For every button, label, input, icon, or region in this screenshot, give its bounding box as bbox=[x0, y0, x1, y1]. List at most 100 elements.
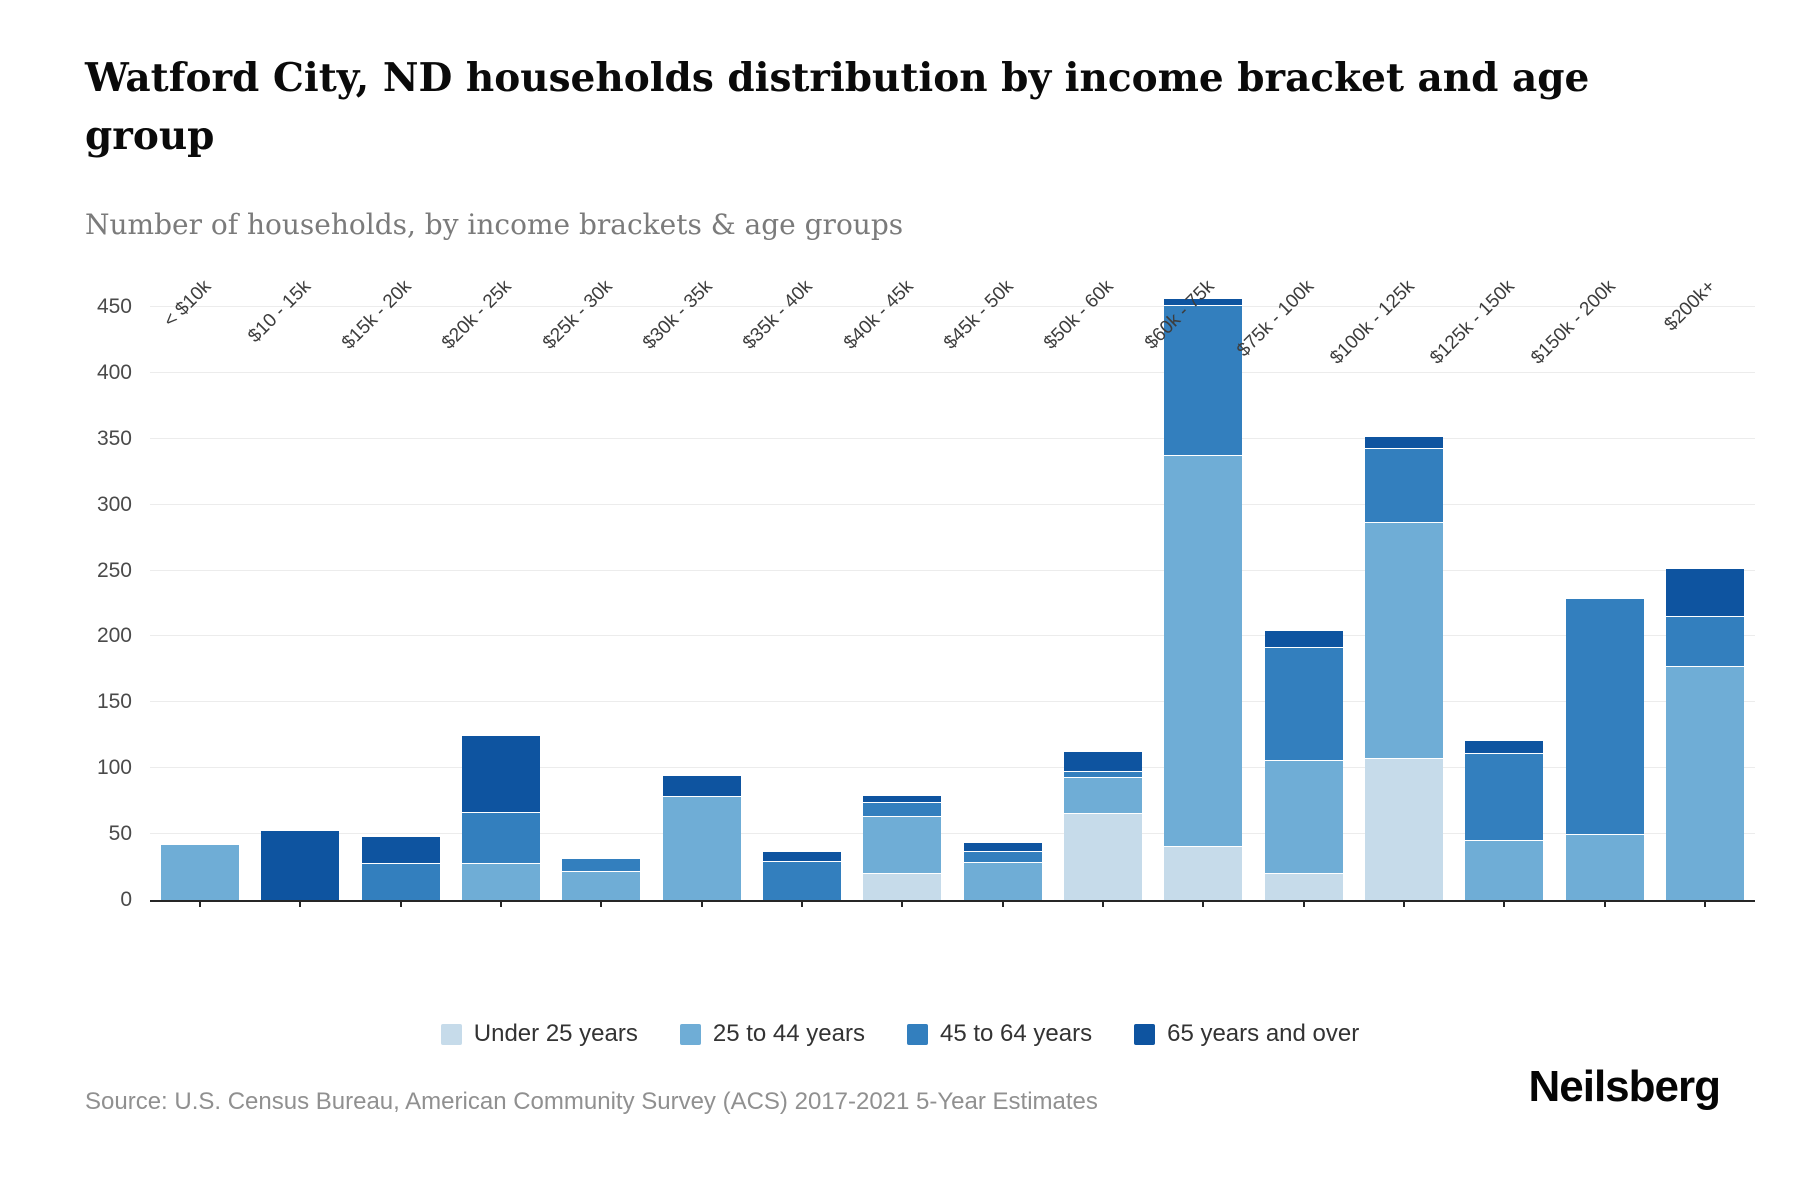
x-axis-tick bbox=[1402, 900, 1405, 907]
bar-segment[interactable] bbox=[1364, 523, 1443, 759]
page-title: Watford City, ND households distribution… bbox=[85, 55, 1590, 159]
bar-stack[interactable] bbox=[963, 842, 1042, 900]
bar-stack[interactable] bbox=[462, 735, 541, 900]
bar-slot: $100k - 125k bbox=[1326, 260, 1454, 907]
bar-stack[interactable] bbox=[1364, 437, 1443, 900]
bar-segment[interactable] bbox=[1364, 448, 1443, 524]
x-tick-label: $50k - 60k bbox=[1040, 276, 1118, 354]
x-axis-tick bbox=[901, 900, 904, 907]
bar-segment[interactable] bbox=[1164, 306, 1243, 457]
x-tick-label: $15k - 20k bbox=[338, 276, 416, 354]
bar-segment[interactable] bbox=[462, 864, 541, 900]
bar-segment[interactable] bbox=[1465, 754, 1544, 841]
legend-label: Under 25 years bbox=[473, 1020, 638, 1047]
bar-segment[interactable] bbox=[963, 851, 1042, 864]
plot-area: 0 50 100 150 200 250 300 350 400 450 < $10k $10 - 1… bbox=[97, 260, 1755, 911]
x-tick-label: $10 - 15k bbox=[244, 276, 316, 347]
y-tick-label: 450 bbox=[96, 294, 132, 318]
bar-segment[interactable] bbox=[1364, 437, 1443, 449]
gridline bbox=[150, 833, 1755, 835]
bar-stack[interactable] bbox=[763, 851, 842, 900]
bar-segment[interactable] bbox=[1063, 771, 1142, 778]
bar-segment[interactable] bbox=[963, 863, 1042, 900]
bar-segment[interactable] bbox=[1164, 298, 1243, 307]
bar-segment[interactable] bbox=[1264, 647, 1343, 761]
gridline bbox=[150, 635, 1755, 637]
legend-swatch-icon bbox=[679, 1023, 701, 1045]
legend-label: 25 to 44 years bbox=[712, 1020, 865, 1047]
gridline bbox=[150, 503, 1755, 505]
y-tick-label: 150 bbox=[96, 690, 132, 714]
bar-stack[interactable] bbox=[662, 776, 741, 900]
gridline bbox=[150, 305, 1755, 307]
x-axis-tick bbox=[1703, 900, 1706, 907]
x-axis-tick bbox=[1101, 900, 1104, 907]
y-tick-label: 50 bbox=[108, 822, 132, 846]
bar-segment[interactable] bbox=[763, 851, 842, 862]
bar-slot: $75k - 100k bbox=[1233, 260, 1353, 907]
bar-segment[interactable] bbox=[462, 735, 541, 814]
y-tick-label: 350 bbox=[96, 426, 132, 450]
bar-segment[interactable] bbox=[1565, 835, 1644, 900]
y-tick-label: 200 bbox=[96, 624, 132, 648]
bar-segment[interactable] bbox=[562, 859, 641, 873]
bar-segment[interactable] bbox=[261, 831, 340, 900]
legend-item[interactable]: 65 years and over bbox=[1134, 1020, 1359, 1048]
bar-stack[interactable] bbox=[361, 837, 440, 900]
x-tick-label: $35k - 40k bbox=[739, 276, 817, 354]
x-axis-tick bbox=[199, 900, 202, 907]
bar-segment[interactable] bbox=[1264, 760, 1343, 874]
legend-item[interactable]: 45 to 64 years bbox=[906, 1020, 1092, 1048]
bar-stack[interactable] bbox=[1164, 298, 1243, 900]
bar-stack[interactable] bbox=[1665, 568, 1744, 900]
bar-segment[interactable] bbox=[462, 813, 541, 865]
bar-stack[interactable] bbox=[261, 831, 340, 900]
bar-slot: < $10k bbox=[150, 260, 250, 907]
bar-segment[interactable] bbox=[1063, 752, 1142, 772]
bar-segment[interactable] bbox=[1465, 741, 1544, 755]
bar-slot: $35k - 40k bbox=[739, 260, 852, 907]
bar-segment[interactable] bbox=[662, 776, 741, 798]
bar-segment[interactable] bbox=[763, 861, 842, 900]
bar-segment[interactable] bbox=[1063, 777, 1142, 815]
bar-segment[interactable] bbox=[161, 844, 240, 900]
bar-segment[interactable] bbox=[863, 873, 942, 900]
x-tick-label: $40k - 45k bbox=[839, 276, 918, 354]
bar-segment[interactable] bbox=[361, 864, 440, 900]
bar-stack[interactable] bbox=[863, 795, 942, 900]
bar-stack[interactable] bbox=[1264, 630, 1343, 900]
legend-item[interactable]: 25 to 44 years bbox=[679, 1020, 865, 1048]
bar-segment[interactable] bbox=[963, 842, 1042, 852]
bar-slot: $30k - 35k bbox=[639, 260, 752, 907]
bar-segment[interactable] bbox=[1164, 847, 1243, 900]
bar-segment[interactable] bbox=[1164, 456, 1243, 848]
bar-stack[interactable] bbox=[562, 859, 641, 900]
bar-segment[interactable] bbox=[1665, 666, 1744, 900]
bar-segment[interactable] bbox=[1364, 758, 1443, 900]
bar-segment[interactable] bbox=[1665, 568, 1744, 617]
x-axis-tick bbox=[1202, 900, 1205, 907]
source-note: Source: U.S. Census Bureau, American Com… bbox=[85, 1088, 1098, 1115]
bar-stack[interactable] bbox=[1565, 598, 1644, 900]
x-axis-tick bbox=[600, 900, 603, 907]
bar-stack[interactable] bbox=[1063, 752, 1142, 900]
bar-segment[interactable] bbox=[662, 797, 741, 900]
bar-segment[interactable] bbox=[1565, 598, 1644, 836]
bar-segment[interactable] bbox=[1063, 814, 1142, 900]
bar-stack[interactable] bbox=[1465, 741, 1544, 900]
page-subtitle: Number of households, by income brackets… bbox=[85, 208, 904, 241]
x-axis-tick bbox=[801, 900, 804, 907]
bar-segment[interactable] bbox=[1465, 840, 1544, 900]
x-axis-tick bbox=[1302, 900, 1305, 907]
legend-item[interactable]: Under 25 years bbox=[440, 1020, 638, 1048]
bar-segment[interactable] bbox=[562, 872, 641, 900]
bar-segment[interactable] bbox=[863, 817, 942, 874]
bar-segment[interactable] bbox=[1264, 630, 1343, 648]
bar-segment[interactable] bbox=[863, 803, 942, 818]
bar-stack[interactable] bbox=[161, 844, 240, 900]
bar-slot: $40k - 45k bbox=[840, 260, 952, 907]
bar-segment[interactable] bbox=[1665, 616, 1744, 667]
bar-segment[interactable] bbox=[361, 837, 440, 865]
bar-segment[interactable] bbox=[863, 795, 942, 804]
bar-segment[interactable] bbox=[1264, 873, 1343, 900]
